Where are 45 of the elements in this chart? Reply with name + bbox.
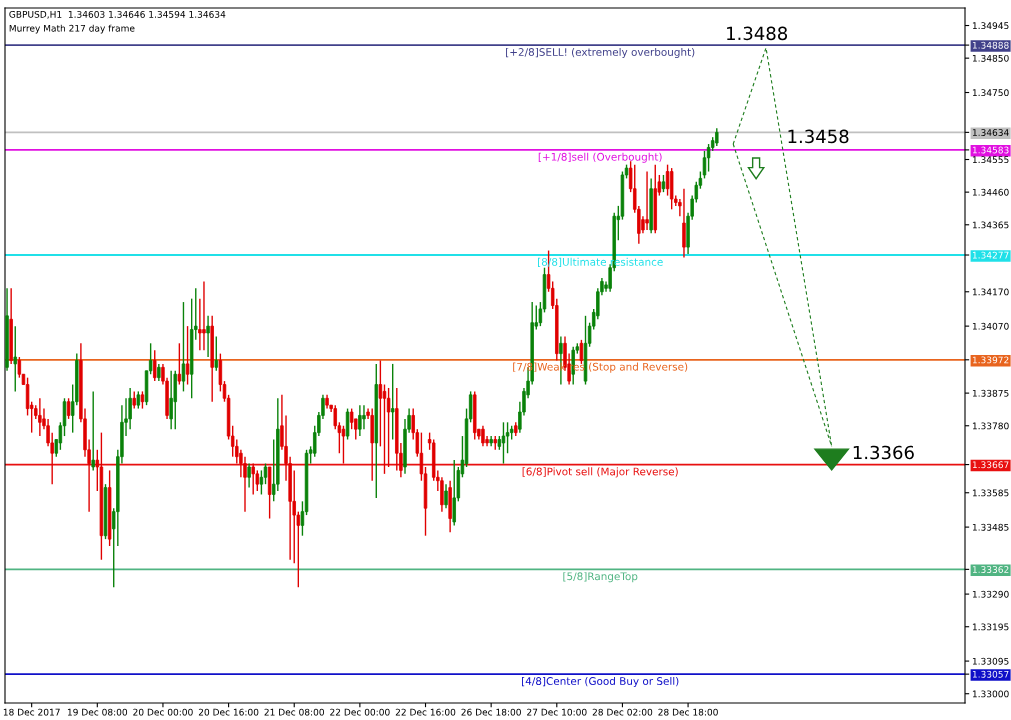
x-tick-label: 27 Dec 10:00 [527, 708, 587, 716]
x-tick-label: 28 Dec 02:00 [592, 708, 653, 716]
annotation: 1.3488 [727, 26, 788, 41]
y-tick-label: 1.34634 [972, 129, 1009, 136]
y-tick-label: 1.33585 [972, 489, 1009, 497]
y-tick-label: 1.34277 [972, 251, 1009, 259]
y-tick-label: 1.33095 [972, 657, 1009, 665]
x-tick-label: 26 Dec 18:00 [461, 708, 521, 716]
y-tick-label: 1.34365 [972, 221, 1009, 229]
ref-line-label: [+1/8]sell (Overbought) [538, 152, 662, 163]
y-tick-label: 1.34555 [972, 156, 1009, 164]
annotation: 1.3366 [853, 445, 914, 460]
ref-line-label: [5/8]RangeTop [563, 572, 638, 583]
y-tick-label: 1.34460 [972, 188, 1009, 196]
text: Murrey Math 217 day frame [9, 24, 135, 34]
y-tick-label: 1.33195 [972, 623, 1009, 631]
y-tick-label: 1.33780 [972, 422, 1009, 430]
y-tick-label: 1.34583 [972, 146, 1009, 154]
y-tick-label: 1.33362 [972, 566, 1009, 573]
y-tick-label: 1.33875 [972, 389, 1009, 397]
ref-line-label: [6/8]Pivot sell (Major Reverse) [522, 467, 678, 478]
y-tick-label: 1.33290 [972, 590, 1009, 598]
x-tick-label: 22 Dec 16:00 [395, 708, 456, 716]
y-tick-label: 1.34170 [972, 288, 1009, 296]
y-tick-label: 1.34850 [972, 54, 1009, 62]
y-tick-label: 1.33972 [972, 356, 1009, 364]
y-tick-label: 1.34945 [972, 22, 1009, 30]
y-tick-label: 1.33000 [972, 690, 1009, 698]
x-tick-label: 20 Dec 16:00 [198, 708, 259, 716]
y-tick-label: 1.34888 [972, 41, 1009, 49]
y-tick-label: 1.34750 [972, 89, 1009, 97]
y-tick-label: 1.33667 [972, 461, 1009, 469]
x-tick-label: 20 Dec 00:00 [133, 708, 193, 716]
y-tick-label: 1.34070 [972, 322, 1009, 330]
x-tick-label: 19 Dec 08:00 [67, 708, 128, 716]
y-tick-label: 1.33057 [972, 670, 1009, 678]
ref-line-label: [+2/8]SELL! (extremely overbought) [506, 47, 695, 58]
chart-title: GBPUSD,H1 1.34603 1.34646 1.34594 1.34634 [9, 10, 226, 19]
x-tick-label: 21 Dec 08:00 [264, 708, 324, 716]
annotation: 1.3458 [788, 129, 849, 144]
y-tick-label: 1.33485 [972, 523, 1009, 531]
ref-line-label: [4/8]Center (Good Buy or Sell) [522, 676, 679, 687]
x-tick-label: 18 Dec 2017 [3, 708, 60, 716]
x-tick-label: 28 Dec 18:00 [658, 708, 718, 716]
x-tick-label: 22 Dec 00:00 [330, 708, 390, 716]
